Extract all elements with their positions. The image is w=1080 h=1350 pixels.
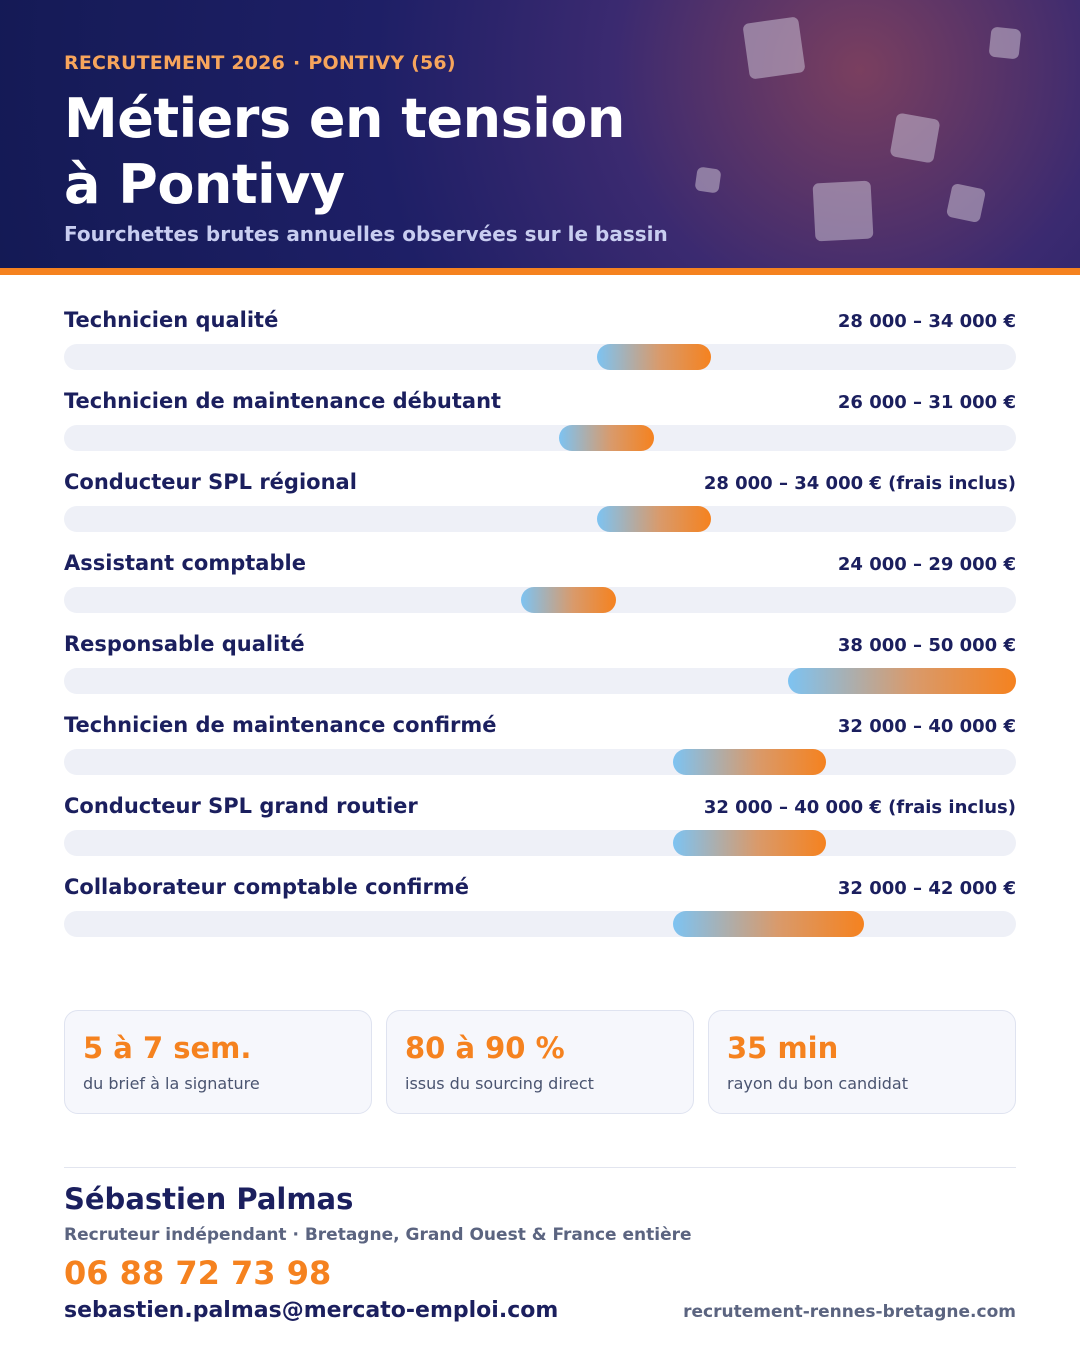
salary-range-bar — [597, 344, 712, 370]
contact-email[interactable]: sebastien.palmas@mercato-emploi.com — [64, 1298, 559, 1323]
decorative-square — [742, 16, 806, 80]
salary-range-bar — [597, 506, 712, 532]
salary-range-label: 32 000 – 42 000 € — [837, 878, 1016, 899]
kicker-location: PONTIVY (56) — [308, 52, 456, 74]
kicker-year: RECRUTEMENT 2026 — [64, 52, 285, 74]
chart-row: Assistant comptable 24 000 – 29 000 € — [64, 543, 1016, 624]
salary-range-label: 38 000 – 50 000 € — [837, 635, 1016, 656]
job-title-label: Technicien qualité — [64, 308, 279, 332]
stat-label: issus du sourcing direct — [405, 1074, 594, 1093]
salary-range-label: 32 000 – 40 000 € (frais inclus) — [703, 797, 1016, 818]
job-title-label: Conducteur SPL grand routier — [64, 794, 418, 818]
salary-range-bar — [673, 830, 826, 856]
chart-row: Conducteur SPL régional 28 000 – 34 000 €… — [64, 462, 1016, 543]
salary-track — [64, 506, 1016, 532]
salary-track — [64, 749, 1016, 775]
decorative-square — [988, 26, 1022, 60]
salary-track — [64, 830, 1016, 856]
chart-row: Collaborateur comptable confirmé 32 000 –… — [64, 867, 1016, 948]
stat-value: 5 à 7 sem. — [83, 1031, 252, 1065]
contact-name: Sébastien Palmas — [64, 1182, 354, 1216]
chart-row: Technicien de maintenance débutant 26 000… — [64, 381, 1016, 462]
decorative-square — [694, 166, 722, 194]
salary-range-label: 28 000 – 34 000 € — [837, 311, 1016, 332]
title-line-1: Métiers en tension — [64, 87, 625, 150]
job-title-label: Conducteur SPL régional — [64, 470, 357, 494]
stat-card: 5 à 7 sem. du brief à la signature — [64, 1010, 372, 1114]
salary-track — [64, 668, 1016, 694]
job-title-label: Collaborateur comptable confirmé — [64, 875, 469, 899]
decorative-square — [889, 112, 941, 164]
stat-card: 35 min rayon du bon candidat — [708, 1010, 1016, 1114]
salary-range-label: 24 000 – 29 000 € — [837, 554, 1016, 575]
salary-range-label: 32 000 – 40 000 € — [837, 716, 1016, 737]
decorative-square — [812, 180, 874, 242]
salary-track — [64, 911, 1016, 937]
header-accent-bar — [0, 268, 1080, 275]
contact-role: Recruteur indépendant · Bretagne, Grand … — [64, 1225, 692, 1245]
kicker-separator: · — [293, 52, 301, 74]
stats-row: 5 à 7 sem. du brief à la signature 80 à … — [64, 1010, 1016, 1114]
kicker: RECRUTEMENT 2026 · PONTIVY (56) — [64, 52, 456, 74]
chart-row: Technicien de maintenance confirmé 32 000… — [64, 705, 1016, 786]
salary-range-bar — [673, 749, 826, 775]
salary-track — [64, 344, 1016, 370]
stat-card: 80 à 90 % issus du sourcing direct — [386, 1010, 694, 1114]
salary-range-bar — [559, 425, 655, 451]
salary-range-label: 26 000 – 31 000 € — [837, 392, 1016, 413]
salary-range-bar — [787, 668, 1016, 694]
decorative-square — [945, 182, 987, 224]
chart-row: Responsable qualité 38 000 – 50 000 € — [64, 624, 1016, 705]
salary-range-bar — [673, 911, 864, 937]
footer-divider — [64, 1167, 1016, 1168]
salary-track — [64, 587, 1016, 613]
salary-range-label: 28 000 – 34 000 € (frais inclus) — [703, 473, 1016, 494]
page-subtitle: Fourchettes brutes annuelles observées s… — [64, 222, 668, 246]
chart-row: Technicien qualité 28 000 – 34 000 € — [64, 300, 1016, 381]
salary-range-bar — [520, 587, 617, 613]
contact-website[interactable]: recrutement-rennes-bretagne.com — [683, 1302, 1016, 1322]
header-banner: RECRUTEMENT 2026 · PONTIVY (56) Métiers en… — [0, 0, 1080, 268]
salary-range-chart: Technicien qualité 28 000 – 34 000 € Techn… — [64, 300, 1016, 948]
page-title: Métiers en tension à Pontivy — [64, 86, 625, 218]
job-title-label: Technicien de maintenance confirmé — [64, 713, 497, 737]
job-title-label: Technicien de maintenance débutant — [64, 389, 502, 413]
salary-track — [64, 425, 1016, 451]
stat-label: du brief à la signature — [83, 1074, 260, 1093]
job-title-label: Assistant comptable — [64, 551, 306, 575]
title-line-2: à Pontivy — [64, 153, 345, 216]
chart-row: Conducteur SPL grand routier 32 000 – 40 … — [64, 786, 1016, 867]
job-title-label: Responsable qualité — [64, 632, 305, 656]
stat-label: rayon du bon candidat — [727, 1074, 908, 1093]
stat-value: 35 min — [727, 1031, 839, 1065]
contact-phone[interactable]: 06 88 72 73 98 — [64, 1254, 332, 1292]
stat-value: 80 à 90 % — [405, 1031, 565, 1065]
